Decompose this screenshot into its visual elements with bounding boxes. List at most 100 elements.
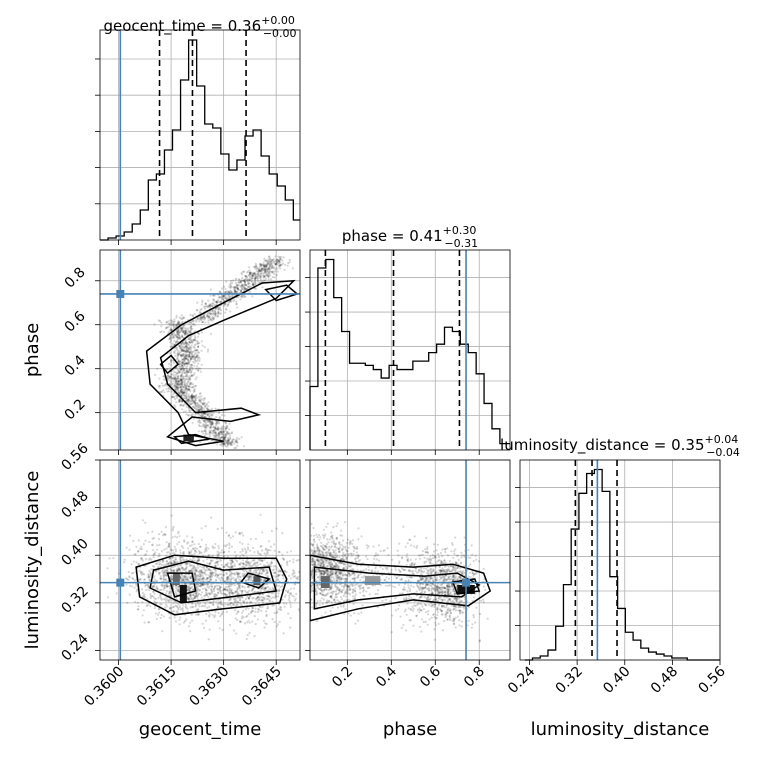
sample-point xyxy=(197,397,199,399)
sample-point xyxy=(196,609,198,611)
sample-point xyxy=(222,589,224,591)
sample-point xyxy=(127,579,129,581)
sample-point xyxy=(266,572,268,574)
sample-point xyxy=(287,265,289,267)
sample-point xyxy=(147,573,149,575)
sample-point xyxy=(223,545,225,547)
sample-point xyxy=(160,578,162,580)
sample-point xyxy=(219,452,221,454)
sample-point xyxy=(217,528,219,530)
sample-point xyxy=(198,559,200,561)
sample-point xyxy=(210,613,212,615)
sample-point xyxy=(254,277,256,279)
sample-point xyxy=(176,315,178,317)
sample-point xyxy=(198,424,200,426)
sample-point xyxy=(251,281,253,283)
sample-point xyxy=(148,589,150,591)
sample-point xyxy=(184,583,186,585)
sample-point xyxy=(214,408,216,410)
sample-point xyxy=(263,559,265,561)
sample-point xyxy=(197,369,199,371)
sample-point xyxy=(253,266,255,268)
sample-point xyxy=(224,603,226,605)
sample-point xyxy=(147,621,149,623)
sample-point xyxy=(239,556,241,558)
sample-point xyxy=(215,427,217,429)
sample-point xyxy=(148,570,150,572)
sample-point xyxy=(194,388,196,390)
hist-bar xyxy=(197,86,205,240)
sample-point xyxy=(140,546,142,548)
sample-point xyxy=(191,620,193,622)
sample-point xyxy=(182,377,184,379)
sample-point xyxy=(233,629,235,631)
sample-point xyxy=(180,317,182,319)
sample-point xyxy=(272,259,274,261)
sample-point xyxy=(213,300,215,302)
sample-point xyxy=(192,406,194,408)
sample-point xyxy=(197,567,199,569)
sample-point xyxy=(257,278,259,280)
sample-point xyxy=(215,565,217,567)
sample-point xyxy=(226,611,228,613)
sample-point xyxy=(142,595,144,597)
sample-point xyxy=(169,379,171,381)
sample-point xyxy=(261,570,263,572)
sample-point xyxy=(192,315,194,317)
sample-point xyxy=(199,565,201,567)
sample-point xyxy=(239,541,241,543)
sample-point xyxy=(245,284,247,286)
sample-point xyxy=(182,567,184,569)
sample-point xyxy=(178,535,180,537)
sample-point xyxy=(222,427,224,429)
sample-point xyxy=(174,398,176,400)
sample-point xyxy=(259,553,261,555)
sample-point xyxy=(247,283,249,285)
sample-point xyxy=(207,350,209,352)
sample-point xyxy=(132,572,134,574)
sample-point xyxy=(264,587,266,589)
sample-point xyxy=(170,378,172,380)
sample-point xyxy=(284,596,286,598)
sample-point xyxy=(175,376,177,378)
sample-point xyxy=(297,559,299,561)
sample-point xyxy=(210,583,212,585)
sample-point xyxy=(289,517,291,519)
sample-point xyxy=(293,544,295,546)
sample-point xyxy=(166,598,168,600)
sample-point xyxy=(181,408,183,410)
sample-point xyxy=(480,600,482,602)
sample-point xyxy=(169,587,171,589)
sample-point xyxy=(245,598,247,600)
sample-point xyxy=(205,303,207,305)
sample-point xyxy=(224,593,226,595)
sample-point xyxy=(459,624,461,626)
sample-point xyxy=(200,392,202,394)
sample-point xyxy=(268,256,270,258)
sample-point xyxy=(169,553,171,555)
sample-point xyxy=(156,587,158,589)
sample-point xyxy=(153,566,155,568)
sample-point xyxy=(178,390,180,392)
sample-point xyxy=(137,551,139,553)
sample-point xyxy=(245,565,247,567)
sample-point xyxy=(165,526,167,528)
sample-point xyxy=(173,396,175,398)
sample-point xyxy=(197,341,199,343)
sample-point xyxy=(137,563,139,565)
sample-point xyxy=(193,553,195,555)
sample-point xyxy=(198,352,200,354)
sample-point xyxy=(192,422,194,424)
sample-point xyxy=(179,606,181,608)
sample-point xyxy=(189,565,191,567)
sample-point xyxy=(258,274,260,276)
sample-point xyxy=(387,554,389,556)
hist-bar xyxy=(460,344,468,450)
sample-point xyxy=(171,373,173,375)
sample-point xyxy=(282,574,284,576)
sample-point xyxy=(181,346,183,348)
sample-point xyxy=(257,596,259,598)
sample-point xyxy=(192,386,194,388)
sample-point xyxy=(344,521,346,523)
sample-point xyxy=(187,598,189,600)
